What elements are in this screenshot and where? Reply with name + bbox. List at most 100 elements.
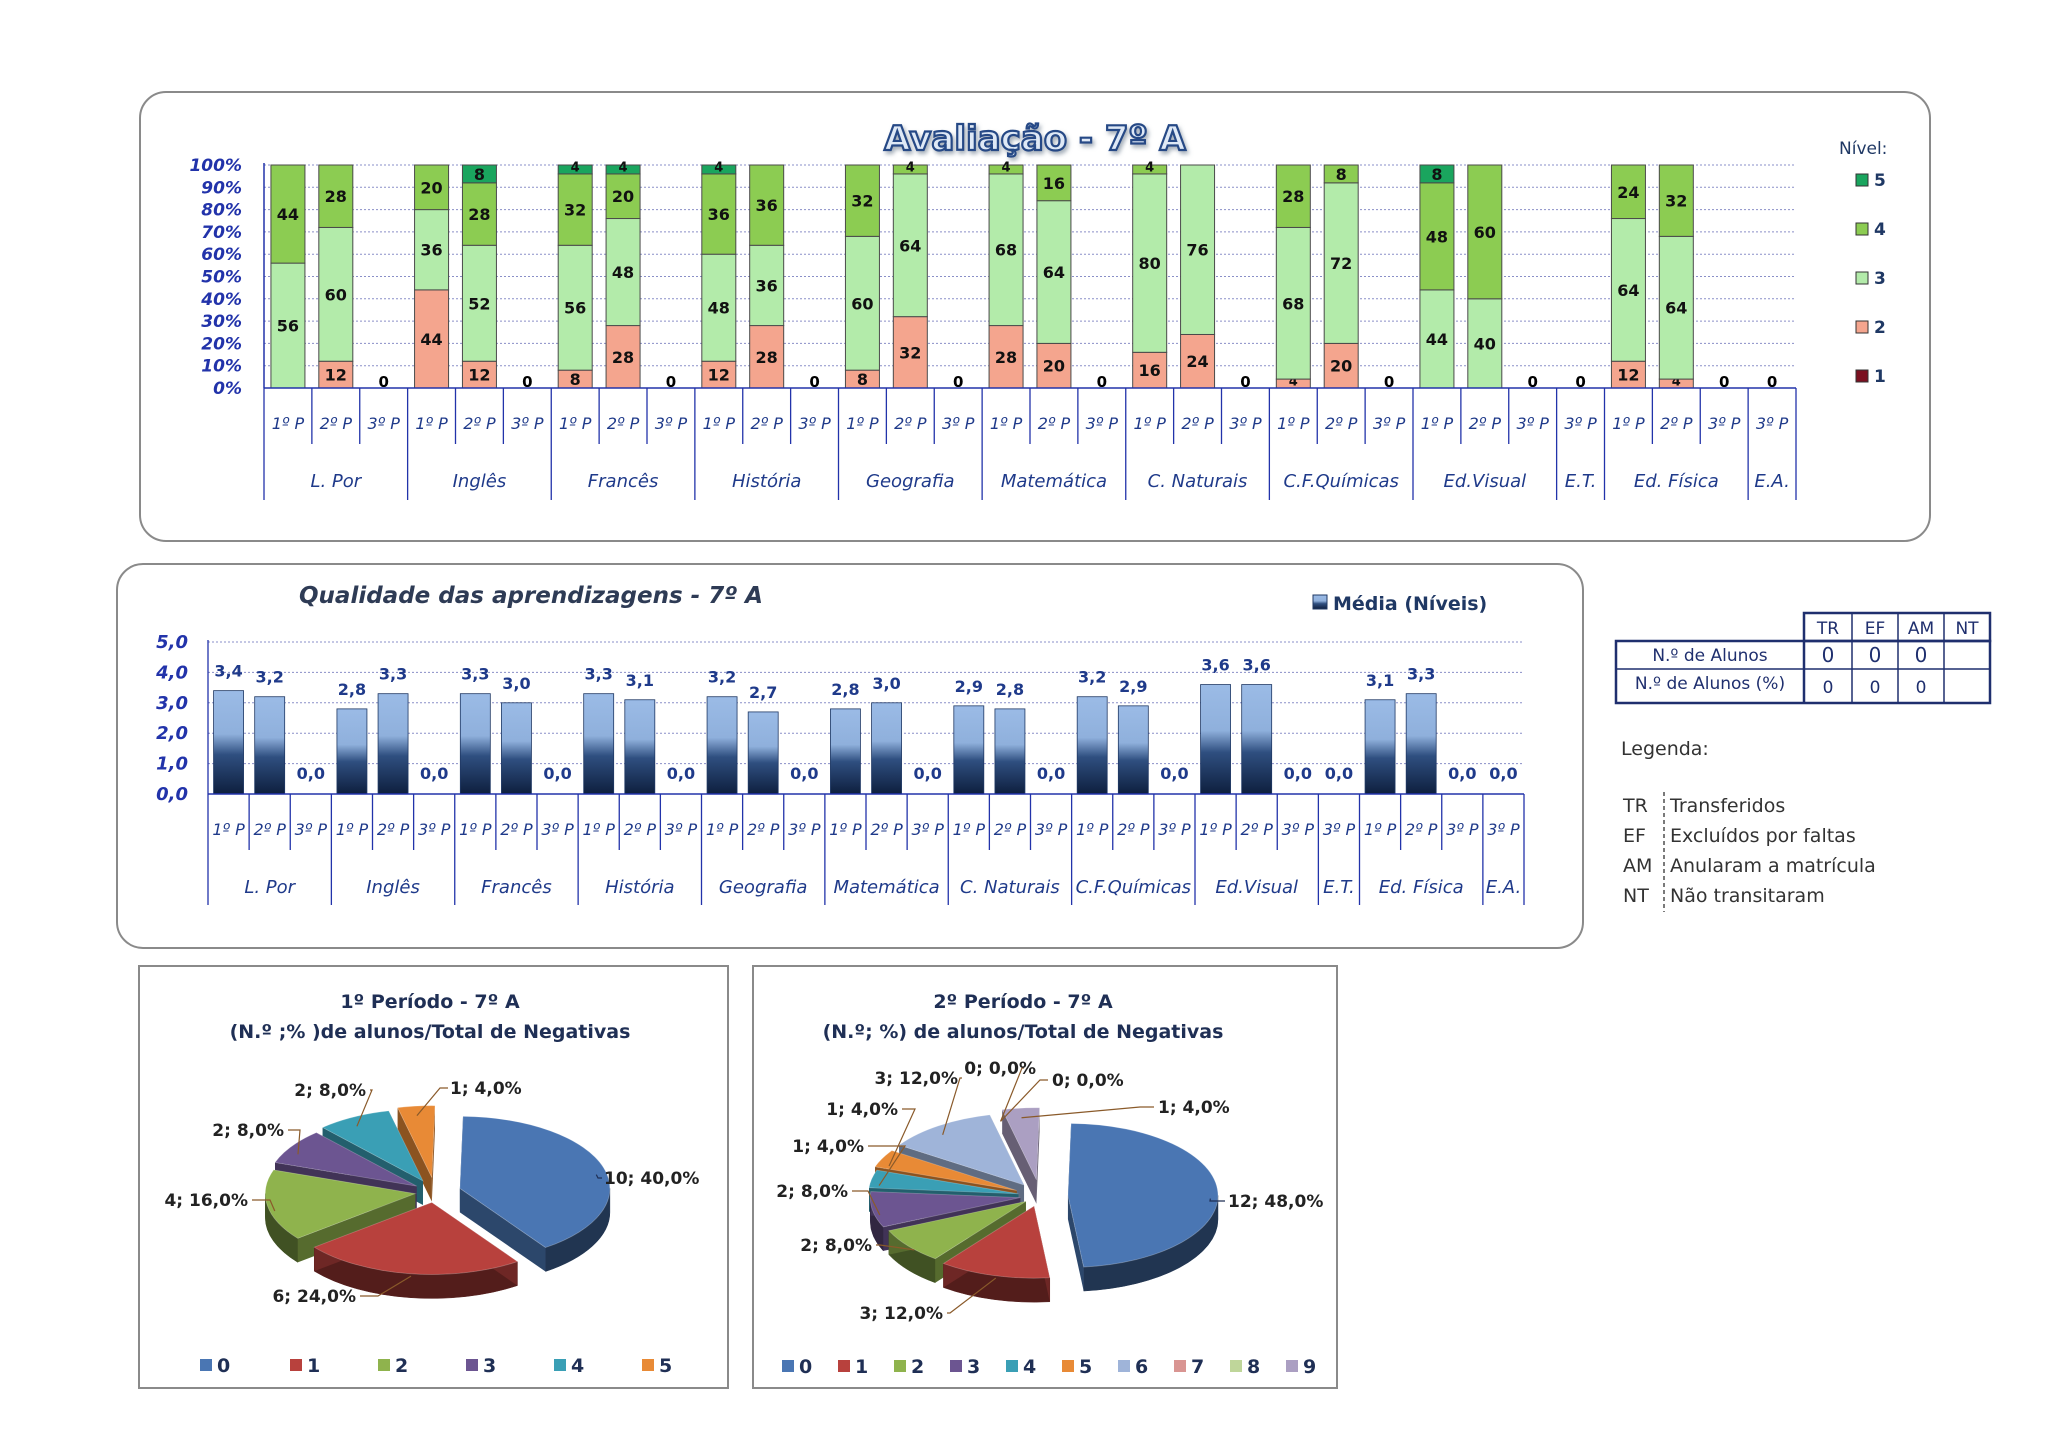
zero-label: 0	[1384, 373, 1394, 391]
legend-title-nivel: Nível:	[1839, 139, 1887, 159]
pie-legend-label-4: 4	[571, 1355, 584, 1377]
segment-value-label: 4	[1002, 160, 1011, 175]
pie-slice-label: 6; 24,0%	[272, 1287, 356, 1307]
subject-label: C.F.Químicas	[1076, 877, 1191, 898]
segment-value-label: 64	[899, 236, 921, 255]
period-tick-label: 3º P	[367, 414, 400, 433]
zero-label: 0	[666, 373, 676, 391]
stack-segment-level-4	[988, 164, 1024, 175]
mean-bar	[953, 705, 985, 795]
bar-value-label: 2,9	[1119, 677, 1147, 696]
y-tick-label: 90%	[201, 178, 242, 198]
pie-legend-label-2: 2	[911, 1356, 924, 1378]
mean-bar	[501, 702, 532, 795]
bar-chart-qualidade: Qualidade das aprendizagens - 7º A Média…	[155, 583, 1525, 905]
subject-label: Francês	[481, 877, 552, 898]
pie-slice-wall	[459, 1188, 546, 1272]
mean-bar	[1364, 699, 1396, 795]
period-tick-label: 1º P	[1133, 414, 1166, 433]
period-tick-label: 3º P	[1516, 414, 1549, 433]
pie-legend-label-3: 3	[967, 1356, 980, 1378]
subject-label: Ed. Física	[1634, 471, 1719, 492]
pie-slice-0	[459, 1116, 611, 1248]
stack-segment-level-3	[1275, 226, 1311, 380]
zero-label: 0	[1527, 373, 1537, 391]
pie-legend-swatch-3	[950, 1360, 962, 1372]
pie-title-line: (N.º; %) de alunos/Total de Negativas	[823, 1021, 1224, 1043]
period-tick-label: 2º P	[253, 820, 286, 839]
segment-value-label: 64	[1665, 299, 1687, 318]
bar-value-label: 0,0	[1160, 764, 1188, 783]
segment-value-label: 28	[612, 348, 634, 367]
period-tick-label: 2º P	[1325, 414, 1358, 433]
chart-title-avaliacao: Avaliação - 7º A	[884, 119, 1186, 159]
stats-cell-value: 0	[1869, 643, 1882, 667]
pie-legend-label-0: 0	[799, 1356, 812, 1378]
period-tick-label: 3º P	[665, 820, 698, 839]
segment-value-label: 76	[1186, 241, 1208, 260]
pie-slice-label: 12; 48,0%	[1228, 1192, 1323, 1212]
subject-label: Matemática	[833, 877, 939, 898]
pie-legend-label-8: 8	[1247, 1356, 1260, 1378]
period-tick-label: 2º P	[1469, 414, 1502, 433]
legend-label-level-1: 1	[1874, 367, 1886, 387]
segment-value-label: 4	[1672, 375, 1681, 390]
bar-value-label: 3,3	[585, 665, 613, 684]
segment-value-label: 36	[420, 241, 442, 260]
stack-segment-level-4	[1467, 164, 1503, 300]
bar-value-label: 3,1	[1366, 671, 1394, 690]
period-tick-label: 2º P	[377, 820, 410, 839]
pie-slice-label: 1; 4,0%	[1158, 1098, 1230, 1118]
pie-legend-label-9: 9	[1303, 1356, 1316, 1378]
stack-segment-level-3	[414, 209, 450, 291]
period-tick-label: 2º P	[870, 820, 903, 839]
period-tick-label: 2º P	[1038, 414, 1071, 433]
pie-slice-label: 2; 8,0%	[800, 1236, 872, 1256]
pie-slice-label: 0; 0,0%	[964, 1059, 1036, 1079]
zero-label: 0	[522, 373, 532, 391]
y-tick-label: 50%	[201, 268, 242, 288]
period-tick-label: 3º P	[1158, 820, 1191, 839]
period-tick-label: 3º P	[942, 414, 975, 433]
period-tick-label: 1º P	[1364, 820, 1397, 839]
mean-bar	[830, 708, 861, 795]
zero-label: 0	[953, 373, 963, 391]
pie-slice-side	[545, 1188, 611, 1272]
period-tick-label: 1º P	[1277, 414, 1310, 433]
bar-value-label: 0,0	[914, 764, 942, 783]
legend-label-media: Média (Níveis)	[1333, 593, 1487, 615]
y-tick-label: 2,0	[156, 723, 188, 744]
pie-legend-swatch-0	[782, 1360, 794, 1372]
y-tick-label: 10%	[201, 357, 242, 377]
legend-swatch-media	[1312, 594, 1328, 610]
bar-value-label: 3,3	[1407, 665, 1435, 684]
stack-segment-level-4	[701, 173, 737, 255]
segment-value-label: 8	[1431, 165, 1442, 184]
stats-cell-value: 0	[1916, 678, 1927, 698]
segment-value-label: 28	[1282, 187, 1304, 206]
bar-value-label: 0,0	[667, 764, 695, 783]
segment-value-label: 24	[1617, 183, 1639, 202]
segment-value-label: 36	[756, 276, 778, 295]
stack-segment-level-5	[701, 164, 737, 175]
legend-swatch-level-2	[1855, 320, 1869, 334]
stack-segment-level-2	[1610, 360, 1646, 389]
period-tick-label: 3º P	[788, 820, 821, 839]
pie-legend-label-1: 1	[855, 1356, 868, 1378]
legend-swatch-level-1	[1855, 369, 1869, 383]
pie-leader-line	[868, 1145, 907, 1186]
y-tick-label: 40%	[200, 290, 242, 310]
legend-swatch-level-4	[1855, 222, 1869, 236]
stack-segment-level-5	[605, 164, 641, 175]
pie-leader-line	[947, 1277, 997, 1314]
period-tick-label: 2º P	[994, 820, 1027, 839]
stack-segment-level-3	[605, 218, 641, 327]
mean-bar	[1076, 696, 1108, 795]
period-tick-label: 3º P	[911, 820, 944, 839]
stats-row-label: N.º de Alunos (%)	[1635, 674, 1785, 694]
segment-value-label: 28	[995, 348, 1017, 367]
legend-label-level-5: 5	[1874, 171, 1886, 191]
mean-bar	[994, 708, 1026, 795]
segment-value-label: 68	[995, 241, 1017, 260]
period-tick-label: 2º P	[1660, 414, 1693, 433]
